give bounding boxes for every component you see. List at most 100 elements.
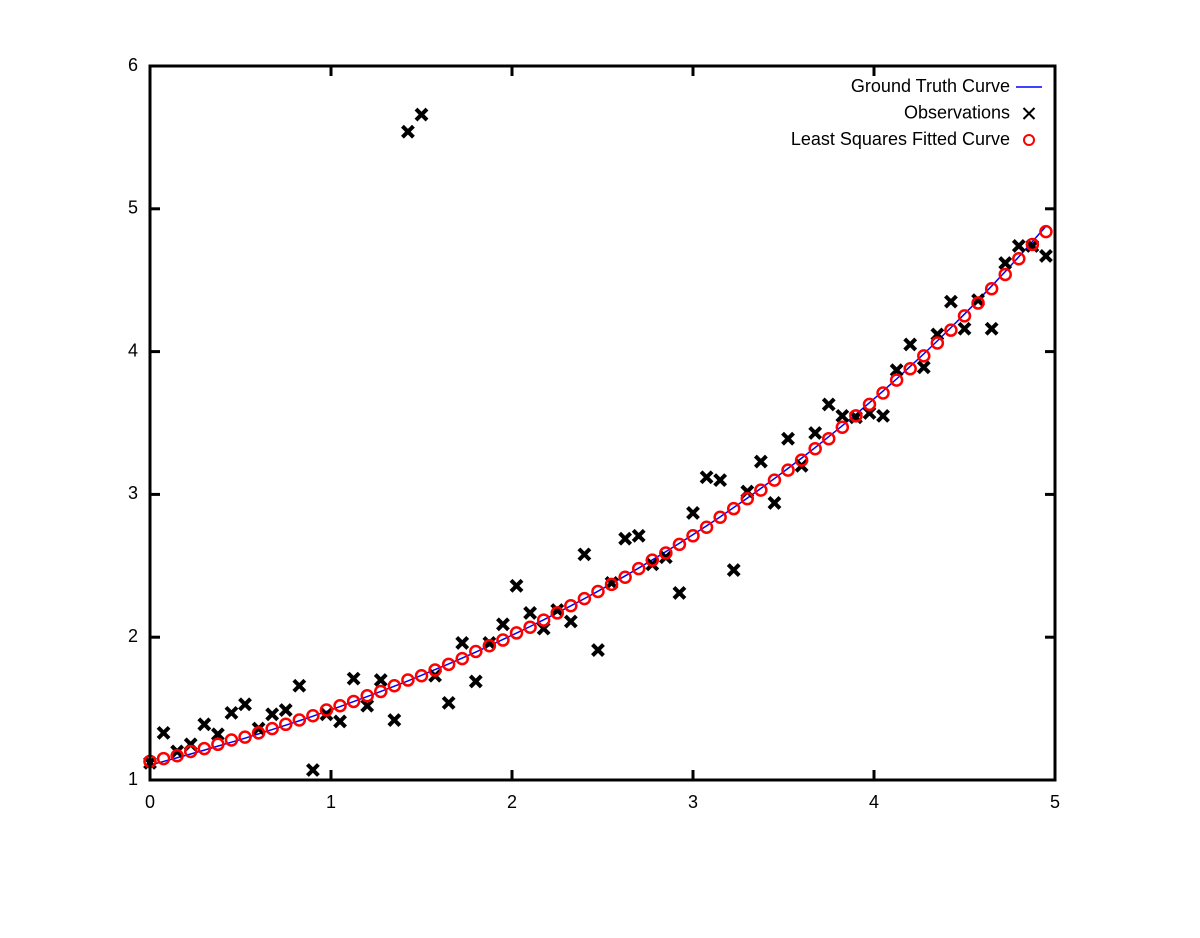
x-tick-label: 5 [1050, 792, 1060, 812]
observation [563, 614, 578, 629]
fitted-point [428, 663, 442, 677]
fitted-point [1025, 237, 1040, 252]
fitted-point [618, 570, 632, 584]
y-tick-label: 3 [128, 483, 138, 503]
fitted-point [374, 684, 388, 699]
fitted-point [170, 748, 184, 763]
fitted-point [944, 323, 958, 337]
fitted-point [903, 361, 917, 376]
fitted-point [1012, 252, 1026, 266]
fitted-point [740, 491, 755, 506]
observation [346, 671, 361, 686]
fitted-point [401, 673, 415, 687]
observation [957, 321, 972, 336]
fitted-point [767, 473, 782, 487]
y-tick-label: 2 [128, 626, 138, 646]
observation [210, 727, 225, 742]
fitted-point [564, 599, 578, 613]
observation [455, 635, 470, 650]
legend-swatch [1022, 107, 1036, 120]
fitted-point [577, 591, 592, 606]
observation [726, 563, 741, 577]
observation [441, 695, 456, 710]
fitted-point [224, 733, 239, 747]
fitted-point [591, 584, 605, 599]
fitted-point [482, 639, 497, 653]
fitted-point [794, 453, 809, 467]
observation [224, 705, 239, 720]
plot-frame [148, 64, 1057, 782]
fitted-point [509, 626, 524, 640]
observation [496, 617, 510, 632]
fitted-point [930, 336, 945, 350]
fitted-point [686, 529, 700, 543]
fitted-point [292, 713, 307, 727]
observation [944, 294, 958, 309]
fitted-point [971, 296, 985, 310]
observation [618, 531, 633, 546]
fitted-point [183, 744, 198, 759]
fitted-point [387, 679, 402, 693]
y-tick-label: 4 [128, 340, 138, 360]
fitted-point [333, 698, 347, 713]
x-tick-label: 2 [507, 792, 517, 812]
legend-label: Observations [904, 102, 1010, 122]
observation [387, 713, 402, 727]
fitted-point [699, 520, 714, 534]
observation [292, 678, 307, 693]
observation [509, 578, 524, 593]
fitted-point [808, 441, 822, 456]
x-tick-label: 3 [688, 792, 698, 812]
observation [156, 725, 171, 740]
observation [550, 603, 565, 617]
fitted-point [319, 703, 334, 717]
fitted-point [156, 751, 171, 766]
fitted-point [211, 737, 225, 752]
observation [197, 717, 212, 732]
y-tick-label: 6 [128, 55, 138, 75]
fitted-point [862, 397, 877, 412]
observation [753, 454, 768, 469]
fitted-point [957, 309, 972, 323]
observation [523, 606, 538, 620]
observation [835, 408, 850, 423]
observation [1011, 239, 1026, 253]
fitted-point [781, 463, 795, 477]
observation [984, 321, 999, 336]
fitted-point [441, 657, 456, 672]
fitted-point [876, 386, 890, 400]
fitted-point [523, 620, 537, 634]
fitted-point [251, 726, 266, 740]
fitted-point [360, 688, 374, 703]
fitted-point [455, 651, 469, 666]
observation [889, 363, 904, 378]
observation [998, 256, 1013, 270]
fitted-point [754, 483, 768, 497]
observation [781, 431, 795, 446]
fitted-point [645, 553, 660, 567]
observation [821, 397, 836, 412]
y-tick-label: 5 [128, 198, 138, 218]
observation [916, 360, 931, 375]
fitted-point [889, 373, 904, 387]
fitted-point [550, 606, 564, 620]
fitted-point [713, 510, 727, 524]
observation [373, 673, 388, 687]
fitted-point [726, 501, 741, 516]
ground-truth-line [149, 225, 1047, 766]
fitted-point [279, 717, 293, 732]
fitted-point [659, 546, 673, 560]
observation [903, 337, 918, 352]
observation [686, 506, 700, 520]
observation [713, 473, 728, 488]
fitted-point [849, 409, 863, 423]
observation [699, 470, 714, 485]
fitted-point [917, 349, 931, 363]
fitted-point [822, 431, 836, 446]
fitted-point [835, 420, 850, 435]
legend-swatch [1023, 134, 1035, 146]
observations [143, 107, 1053, 777]
observation [577, 547, 592, 562]
x-tick-label: 0 [145, 792, 155, 812]
